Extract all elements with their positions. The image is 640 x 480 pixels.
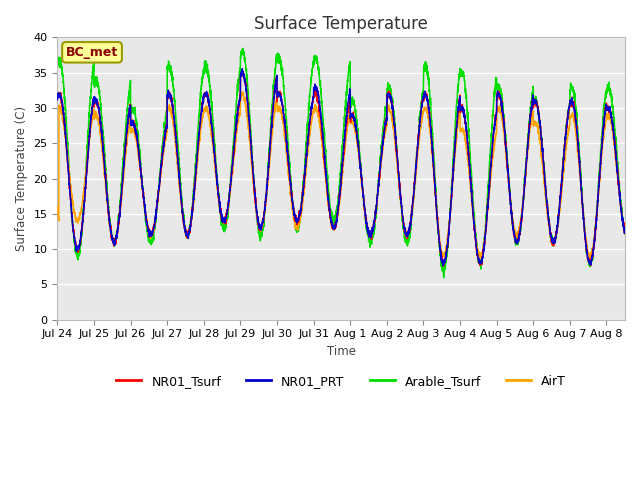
AirT: [238, 89, 246, 95]
NR01_Tsurf: [239, 68, 246, 73]
Arable_Tsurf: [374, 179, 382, 185]
AirT: [616, 201, 624, 207]
NR01_Tsurf: [327, 217, 335, 223]
NR01_PRT: [312, 85, 319, 91]
NR01_PRT: [440, 263, 447, 268]
NR01_Tsurf: [440, 264, 447, 269]
NR01_PRT: [621, 228, 628, 234]
Title: Surface Temperature: Surface Temperature: [254, 15, 428, 33]
NR01_PRT: [239, 66, 246, 72]
Legend: NR01_Tsurf, NR01_PRT, Arable_Tsurf, AirT: NR01_Tsurf, NR01_PRT, Arable_Tsurf, AirT: [111, 370, 571, 393]
Line: NR01_Tsurf: NR01_Tsurf: [58, 71, 625, 266]
NR01_PRT: [616, 200, 624, 205]
NR01_Tsurf: [312, 91, 319, 97]
AirT: [327, 220, 335, 226]
Line: NR01_PRT: NR01_PRT: [58, 69, 625, 265]
Arable_Tsurf: [312, 55, 319, 61]
AirT: [584, 255, 592, 261]
NR01_PRT: [502, 139, 509, 145]
Arable_Tsurf: [239, 46, 247, 51]
NR01_Tsurf: [502, 136, 509, 142]
Arable_Tsurf: [616, 195, 624, 201]
Line: AirT: AirT: [58, 92, 625, 258]
Arable_Tsurf: [299, 186, 307, 192]
AirT: [312, 105, 319, 110]
Line: Arable_Tsurf: Arable_Tsurf: [58, 48, 625, 277]
AirT: [54, 204, 61, 210]
Arable_Tsurf: [621, 228, 628, 234]
NR01_PRT: [54, 97, 61, 103]
Arable_Tsurf: [327, 207, 335, 213]
NR01_Tsurf: [299, 189, 307, 195]
AirT: [621, 231, 628, 237]
NR01_Tsurf: [621, 230, 628, 236]
AirT: [501, 141, 509, 147]
Arable_Tsurf: [54, 59, 61, 64]
AirT: [299, 196, 307, 202]
NR01_PRT: [299, 192, 307, 198]
NR01_Tsurf: [616, 200, 624, 205]
X-axis label: Time: Time: [326, 345, 356, 358]
NR01_PRT: [374, 180, 382, 186]
NR01_Tsurf: [54, 92, 61, 97]
Text: BC_met: BC_met: [66, 46, 118, 59]
Arable_Tsurf: [502, 138, 509, 144]
NR01_Tsurf: [374, 181, 382, 187]
NR01_PRT: [327, 218, 335, 224]
Arable_Tsurf: [440, 275, 447, 280]
AirT: [374, 185, 382, 191]
Y-axis label: Surface Temperature (C): Surface Temperature (C): [15, 106, 28, 251]
